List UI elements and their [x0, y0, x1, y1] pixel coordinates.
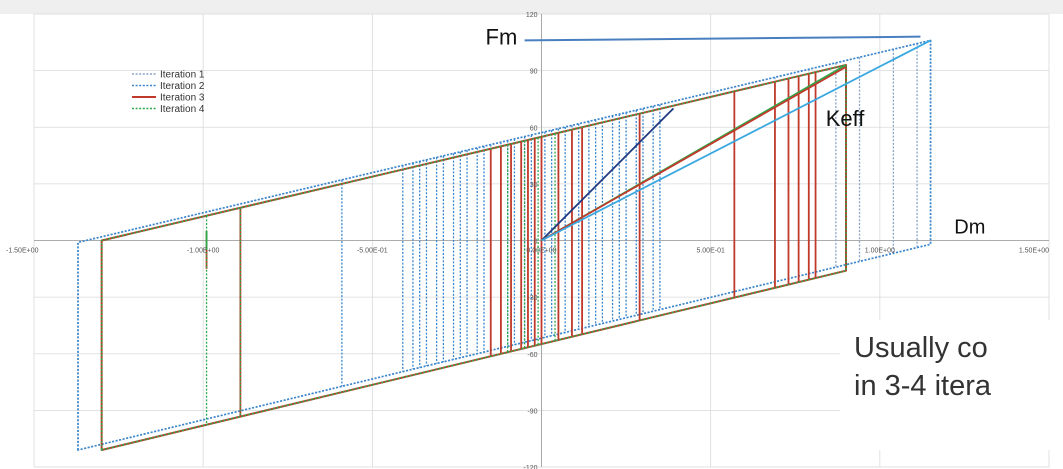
x-tick-label: 1.00E+00 [865, 248, 895, 255]
y-tick-label: 0 [534, 239, 538, 246]
y-tick-label: 90 [530, 69, 538, 76]
series-group [77, 39, 932, 452]
light-blue-secant [541, 39, 931, 242]
y-tick-label: -120 [523, 465, 537, 469]
x-tick-label: 5.00E-01 [696, 248, 725, 255]
x-tick-label: 0.00E+00 [526, 248, 556, 255]
x-tick-label: -1.50E+00 [6, 248, 39, 255]
red-secant [541, 66, 847, 242]
annotation-fm: Fm [486, 25, 518, 50]
legend-label: Iteration 1 [160, 70, 205, 81]
legend-label: Iteration 2 [160, 81, 205, 92]
y-tick-label: 30 [530, 182, 538, 189]
top-strip [0, 0, 1063, 14]
x-tick-label: 1.50E+00 [1019, 248, 1049, 255]
annotation-dm: Dm [954, 216, 985, 238]
legend-label: Iteration 4 [160, 104, 205, 115]
x-tick-label: -1.00E+00 [187, 248, 220, 255]
y-tick-label: 120 [526, 12, 538, 19]
caption-line-1: Usually co [854, 332, 988, 364]
dark-blue-secant [540, 107, 675, 242]
y-tick-label: -30 [527, 295, 537, 302]
fm-pointer-line [524, 35, 921, 42]
y-tick-label: -60 [527, 352, 537, 359]
series-4 [100, 64, 847, 451]
caption-panel: Usually co in 3-4 itera [840, 320, 1063, 450]
legend-label: Iteration 3 [160, 93, 205, 104]
tick-labels: -1.50E+00 -1.00E+00 -5.00E-01 0.00E+00 5.00E… [6, 12, 1049, 469]
y-tick-label: -90 [527, 408, 537, 415]
x-tick-label: -5.00E-01 [357, 248, 388, 255]
y-tick-label: 60 [530, 125, 538, 132]
annotation-keff: Keff [826, 106, 866, 131]
series-3 [100, 63, 847, 452]
secant-lines [524, 35, 931, 242]
annotations: Fm Keff Dm [486, 25, 986, 239]
caption-line-2: in 3-4 itera [854, 370, 992, 402]
